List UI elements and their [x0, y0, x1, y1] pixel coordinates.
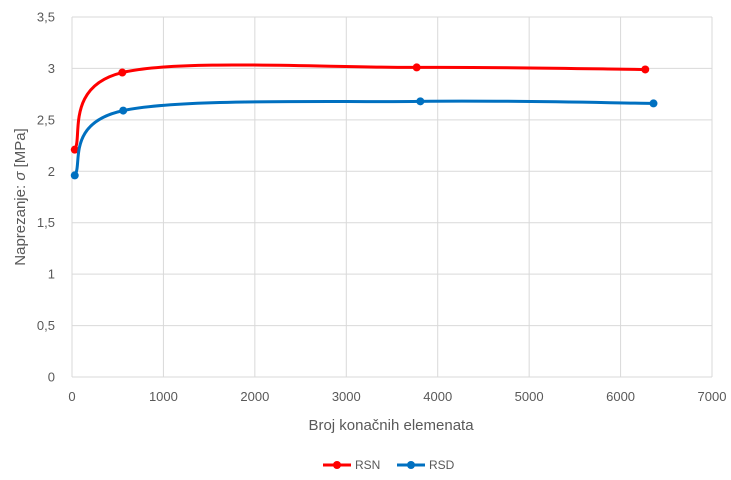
y-tick-label: 0	[48, 370, 55, 385]
y-tick-label: 0,5	[37, 318, 55, 333]
y-axis-title-prefix: Naprezanje:	[12, 181, 29, 266]
data-point-rsn	[118, 68, 127, 77]
y-tick-label: 3,5	[37, 10, 55, 25]
data-point-rsd	[416, 97, 425, 106]
x-tick-label: 6000	[606, 389, 635, 404]
y-axis-title: Naprezanje: σ [MPa]	[12, 128, 29, 265]
x-tick-label: 2000	[240, 389, 269, 404]
y-axis-title-symbol: σ	[12, 171, 29, 181]
x-tick-label: 0	[68, 389, 75, 404]
data-point-rsn	[641, 65, 650, 74]
y-tick-label: 2	[48, 164, 55, 179]
y-tick-label: 1,5	[37, 215, 55, 230]
y-tick-label: 3	[48, 61, 55, 76]
data-point-rsd	[70, 171, 79, 180]
series-rsn	[70, 63, 650, 154]
legend: RSN RSD	[323, 458, 455, 472]
x-tick-label: 1000	[149, 389, 178, 404]
x-axis-title: Broj konačnih elemenata	[308, 417, 474, 434]
series-line-rsd	[73, 99, 655, 177]
legend-swatch-marker-rsn	[333, 461, 341, 469]
data-point-rsn	[412, 63, 421, 72]
y-axis-ticks: 0 0,5 1 1,5 2 2,5 3 3,5	[37, 10, 55, 385]
series-line-rsn	[73, 63, 647, 152]
y-tick-label: 1	[48, 267, 55, 282]
x-axis-ticks: 0 1000 2000 3000 4000 5000 6000 7000	[68, 389, 726, 404]
series-rsd	[70, 97, 658, 180]
grid	[71, 16, 713, 378]
y-tick-label: 2,5	[37, 112, 55, 127]
legend-item-rsn: RSN	[323, 458, 380, 472]
x-tick-label: 3000	[332, 389, 361, 404]
data-point-rsd	[119, 106, 128, 115]
legend-item-rsd: RSD	[397, 458, 455, 472]
data-point-rsd	[649, 99, 658, 108]
x-tick-label: 4000	[423, 389, 452, 404]
legend-swatch-marker-rsd	[407, 461, 415, 469]
y-axis-title-suffix: [MPa]	[12, 128, 29, 171]
data-point-rsn	[70, 145, 79, 154]
x-tick-label: 7000	[698, 389, 727, 404]
x-tick-label: 5000	[515, 389, 544, 404]
legend-label-rsd: RSD	[429, 458, 455, 472]
series-lines	[70, 63, 658, 180]
legend-label-rsn: RSN	[355, 458, 380, 472]
